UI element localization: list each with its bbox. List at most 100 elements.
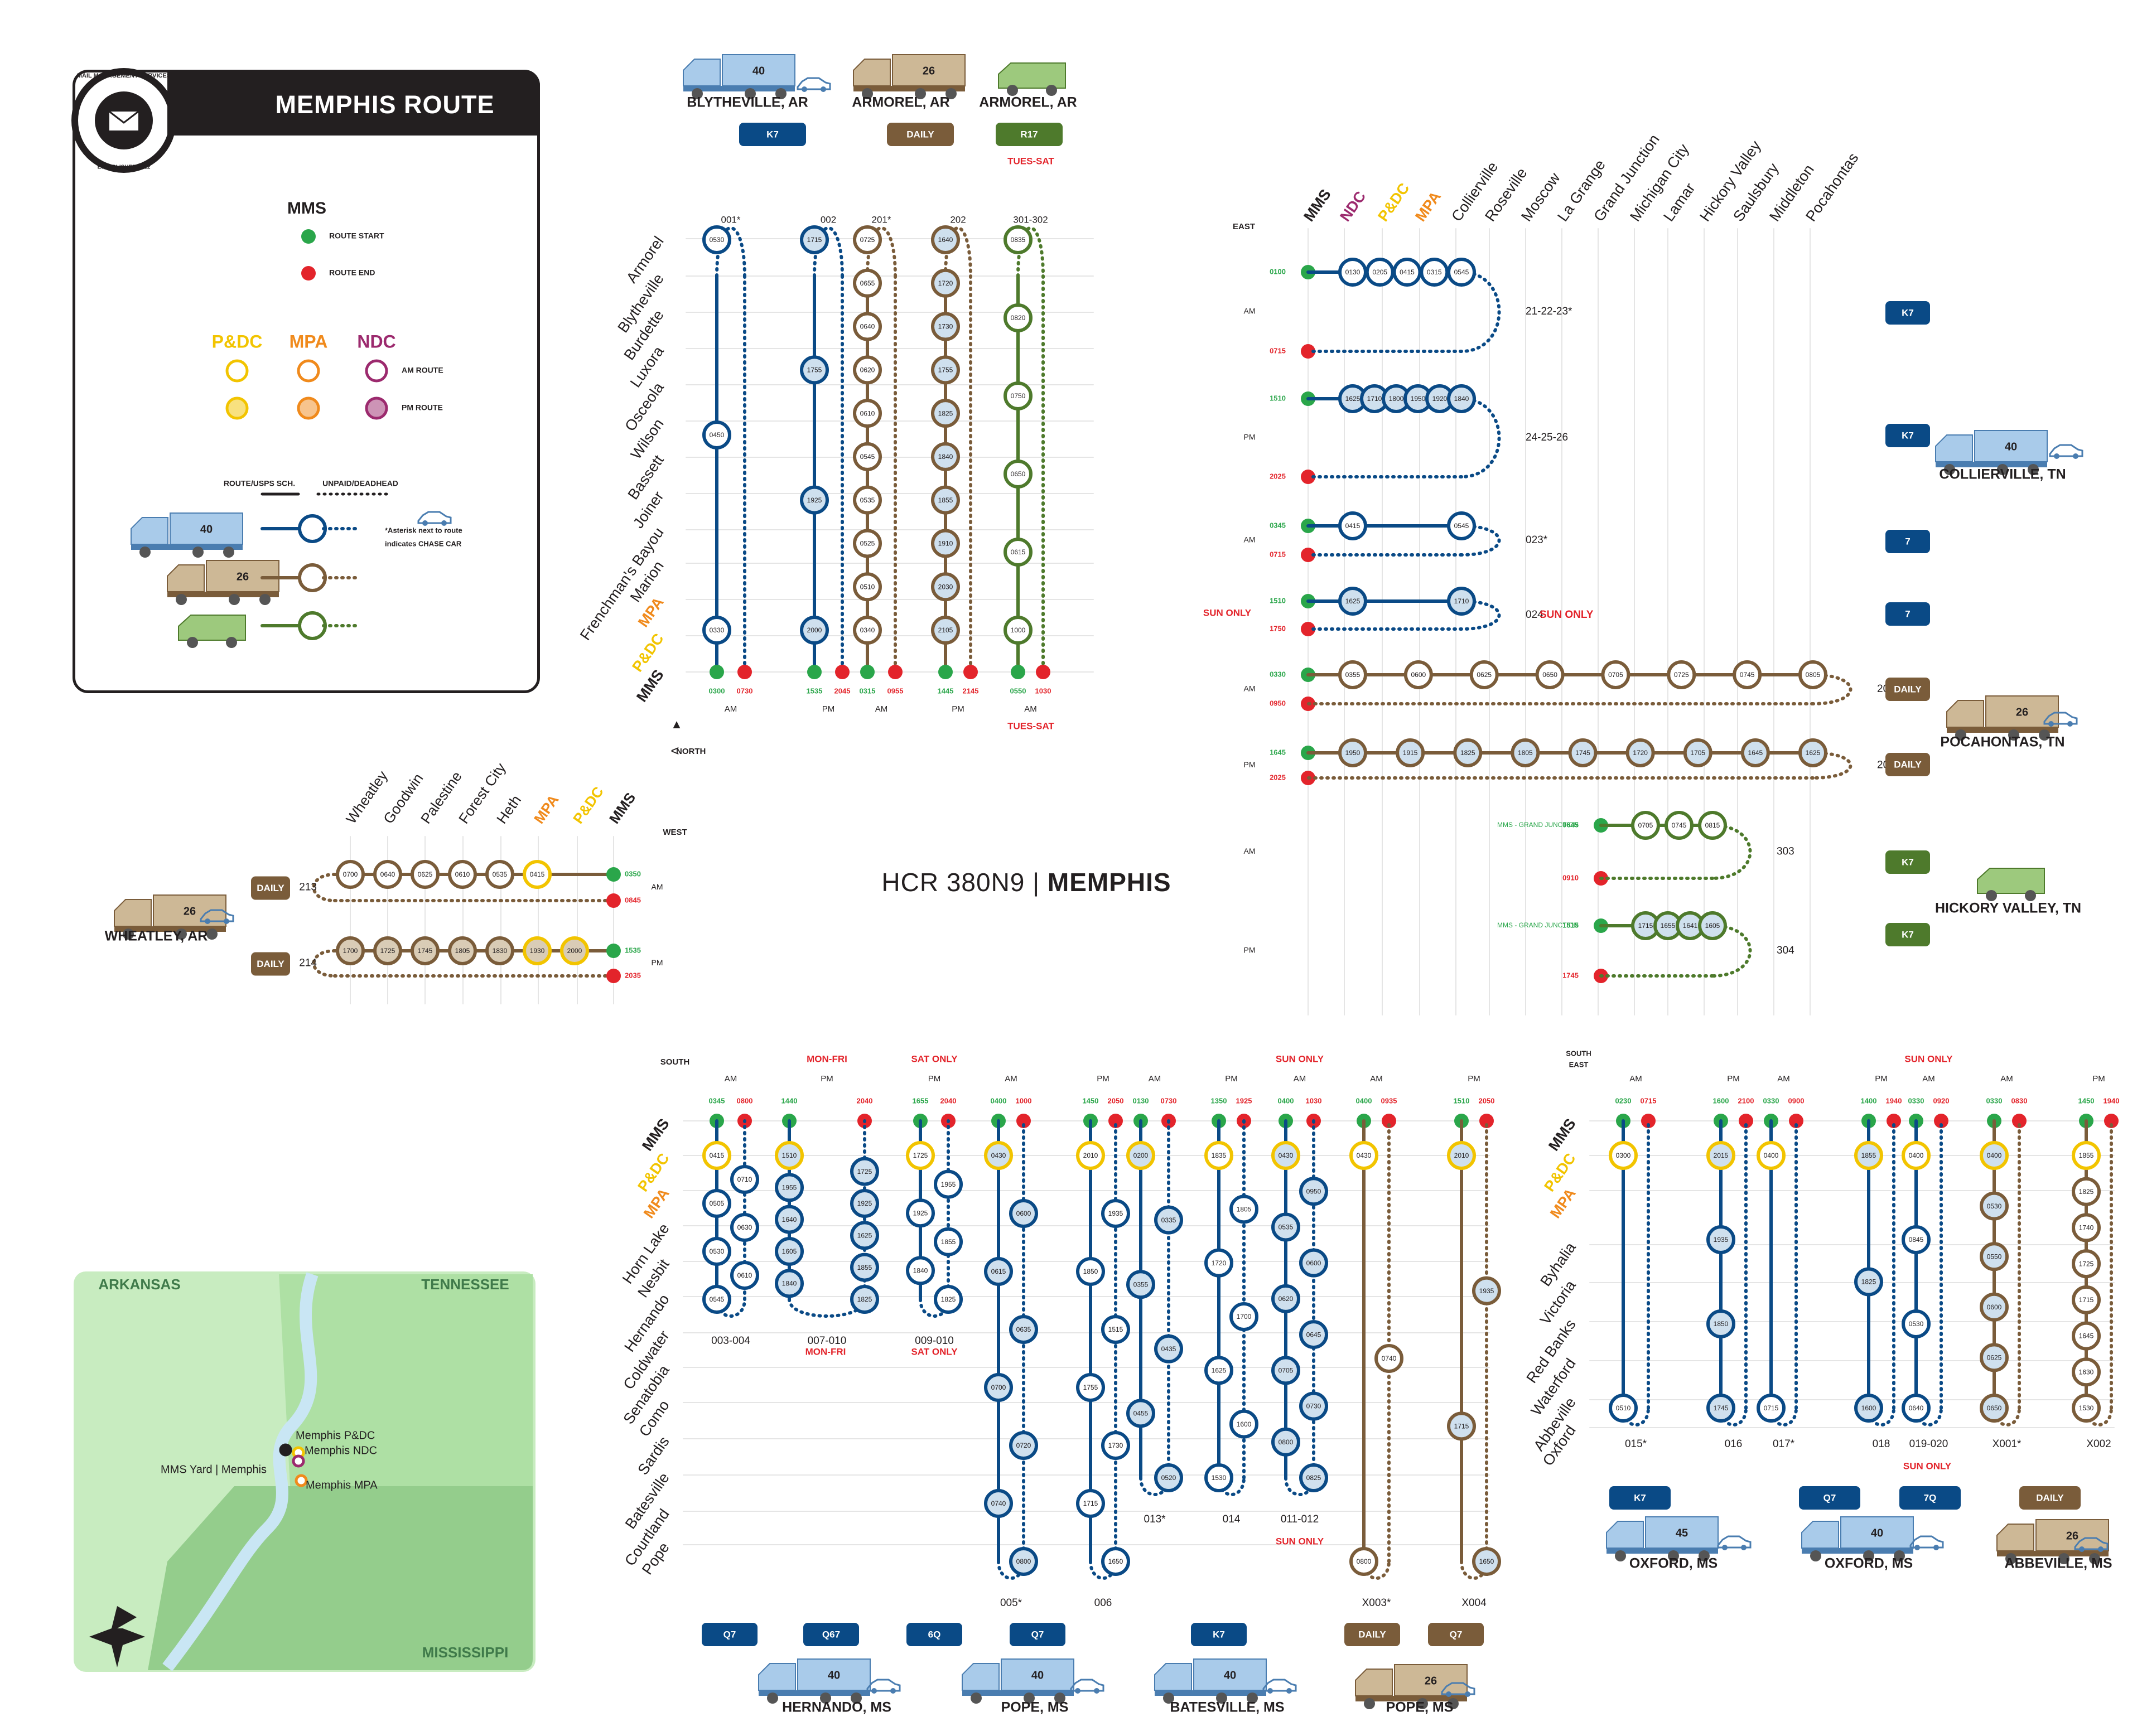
stop-time: 0640	[1909, 1404, 1924, 1412]
route-end-dot	[1739, 1114, 1753, 1128]
schedule-banner-label: Q7	[723, 1629, 736, 1640]
stop-node	[1154, 1463, 1183, 1492]
stop-time: 0620	[1279, 1295, 1294, 1303]
stop-time: 0820	[1011, 314, 1026, 322]
start-note: MMS - GRAND JUNCTION	[1497, 921, 1579, 929]
truck-wheel	[1615, 1550, 1626, 1561]
truck-cab	[758, 1663, 796, 1691]
deadhead-line	[1811, 673, 1852, 705]
stop-time: 0705	[1608, 671, 1623, 679]
route-label: 214	[299, 958, 317, 969]
stop-time: 1800	[1389, 395, 1404, 403]
stop-time: 1805	[455, 947, 470, 955]
stop-node	[1447, 1411, 1476, 1441]
stop-node	[931, 312, 960, 341]
stop-node	[2072, 1357, 2101, 1387]
schedule-banner-label: R17	[1020, 129, 1038, 139]
stop-time: 1650	[1108, 1558, 1123, 1565]
stop-time: 0530	[710, 1247, 725, 1255]
truck-icon: 40	[962, 1658, 1074, 1704]
route-end-dot	[963, 665, 978, 679]
stop-node	[1706, 1394, 1735, 1423]
truck-body	[1001, 1658, 1074, 1691]
car-wheel	[1465, 1691, 1470, 1697]
stop-node	[1706, 1309, 1735, 1338]
stop-node	[1902, 1141, 1931, 1170]
route-end-dot	[1301, 548, 1315, 562]
schedule-banner-label: K7	[1902, 430, 1914, 441]
stop-node	[1004, 616, 1033, 645]
truck-cab	[1996, 1524, 2034, 1551]
stop-time: 2010	[1083, 1152, 1098, 1159]
stop-name: MMS	[606, 789, 639, 826]
truck-wheel	[1944, 464, 1955, 475]
deadhead-line	[1089, 1560, 1117, 1580]
stop-time: 1805	[1237, 1206, 1252, 1213]
stop-time: 0700	[991, 1384, 1006, 1391]
end-time: 0950	[1270, 699, 1286, 707]
stop-node	[1902, 1309, 1931, 1338]
vehicle-city: POCAHONTAS, TN	[1940, 734, 2064, 750]
shift-label: AM	[1005, 1074, 1017, 1084]
shift-label: AM	[1244, 307, 1256, 316]
stop-time: 0720	[1016, 1442, 1031, 1449]
stop-time: 0655	[860, 279, 875, 287]
stop-time: 0610	[860, 409, 875, 417]
stop-node	[1009, 1547, 1038, 1576]
truck-wheel	[139, 547, 151, 558]
car-outline	[1717, 1535, 1752, 1549]
truck-wheel	[851, 1693, 862, 1704]
start-time: 1645	[1270, 748, 1286, 756]
route-label: 304	[1777, 945, 1794, 956]
start-time: 0400	[1356, 1096, 1372, 1105]
start-time: 1510	[1270, 394, 1286, 402]
stop-time: 0430	[1357, 1152, 1372, 1159]
stop-node	[1101, 1547, 1130, 1576]
route-label: 003-004	[711, 1335, 750, 1347]
legend-van	[178, 615, 246, 648]
stop-time: 1725	[380, 947, 395, 955]
stop-node	[775, 1141, 804, 1170]
route-end-dot	[888, 665, 903, 679]
end-time: 2035	[625, 971, 641, 979]
stop-node	[411, 860, 440, 889]
stop-time: 0330	[710, 626, 725, 634]
stop-time: 1840	[938, 453, 953, 461]
stop-node	[1980, 1141, 2009, 1170]
deadhead-line	[1460, 524, 1501, 557]
stop-time: 0725	[860, 236, 875, 244]
stop-time: 1630	[2079, 1368, 2094, 1376]
stop-node	[1009, 1315, 1038, 1344]
route-note: SUN ONLY	[1276, 1053, 1324, 1064]
stop-time: 0335	[1161, 1216, 1176, 1224]
stop-time: 1950	[1345, 749, 1361, 757]
tues-sat: TUES-SAT	[1007, 156, 1054, 166]
stop-node	[1299, 1248, 1328, 1278]
stop-name: NDC	[1337, 188, 1369, 224]
end-time: 2040	[940, 1096, 957, 1105]
stop-node	[853, 572, 882, 602]
stop-time: 0705	[1638, 821, 1653, 829]
stop-node	[336, 936, 365, 965]
stop-time: 0800	[1016, 1558, 1031, 1565]
stop-time: 0825	[1306, 1474, 1321, 1482]
schedule-banner	[2019, 1486, 2081, 1510]
vehicle-city: ARMOREL, AR	[979, 95, 1077, 110]
stop-time: 1645	[2079, 1332, 2094, 1340]
end-time: 2025	[1270, 773, 1286, 781]
map-label: Memphis P&DC	[296, 1429, 375, 1442]
shift-label: AM	[1629, 1074, 1642, 1084]
van-wheel	[187, 637, 198, 648]
truck-number: 40	[1031, 1669, 1044, 1681]
truck-wheel	[223, 547, 234, 558]
truck-wheel	[192, 547, 204, 558]
shift-label: PM	[2092, 1074, 2105, 1084]
truck-wheel	[2028, 464, 2039, 475]
truck-wheel	[229, 594, 240, 605]
compass-icon	[89, 1606, 145, 1667]
stop-time: 1910	[938, 540, 953, 548]
truck-icon: 40	[1935, 430, 2048, 475]
schedule-banner-label: DAILY	[257, 959, 284, 969]
stop-time: 1600	[1861, 1404, 1876, 1412]
stop-node	[702, 1237, 731, 1266]
